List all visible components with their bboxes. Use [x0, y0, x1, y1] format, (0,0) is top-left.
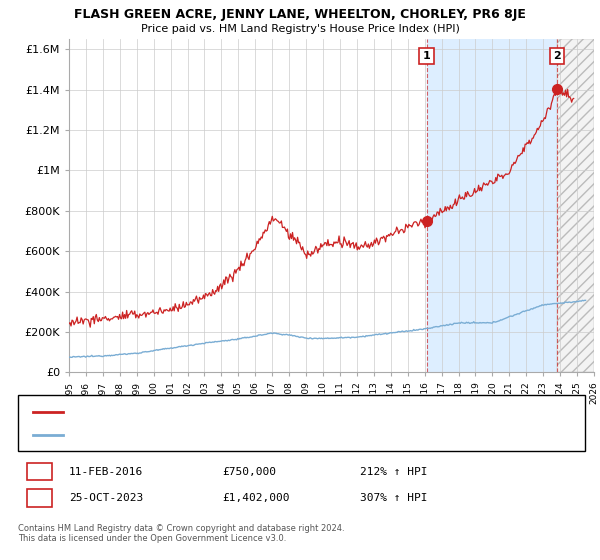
Text: FLASH GREEN ACRE, JENNY LANE, WHEELTON, CHORLEY, PR6 8JE: FLASH GREEN ACRE, JENNY LANE, WHEELTON, … [74, 8, 526, 21]
Text: 212% ↑ HPI: 212% ↑ HPI [360, 466, 427, 477]
Text: 25-OCT-2023: 25-OCT-2023 [69, 493, 143, 503]
Text: 307% ↑ HPI: 307% ↑ HPI [360, 493, 427, 503]
Text: Contains HM Land Registry data © Crown copyright and database right 2024.
This d: Contains HM Land Registry data © Crown c… [18, 524, 344, 543]
Text: 2: 2 [36, 493, 43, 503]
Text: 1: 1 [36, 466, 43, 477]
Text: HPI: Average price, detached house, Chorley: HPI: Average price, detached house, Chor… [72, 431, 284, 440]
Text: Price paid vs. HM Land Registry's House Price Index (HPI): Price paid vs. HM Land Registry's House … [140, 24, 460, 34]
Bar [557, 39, 594, 372]
Text: 1: 1 [423, 51, 431, 61]
Text: £1,402,000: £1,402,000 [222, 493, 290, 503]
Bar [557, 39, 594, 372]
Text: 2: 2 [553, 51, 561, 61]
Text: £750,000: £750,000 [222, 466, 276, 477]
Text: 11-FEB-2016: 11-FEB-2016 [69, 466, 143, 477]
Bar [427, 39, 557, 372]
Text: FLASH GREEN ACRE, JENNY LANE, WHEELTON, CHORLEY, PR6 8JE (detached house): FLASH GREEN ACRE, JENNY LANE, WHEELTON, … [72, 407, 466, 416]
